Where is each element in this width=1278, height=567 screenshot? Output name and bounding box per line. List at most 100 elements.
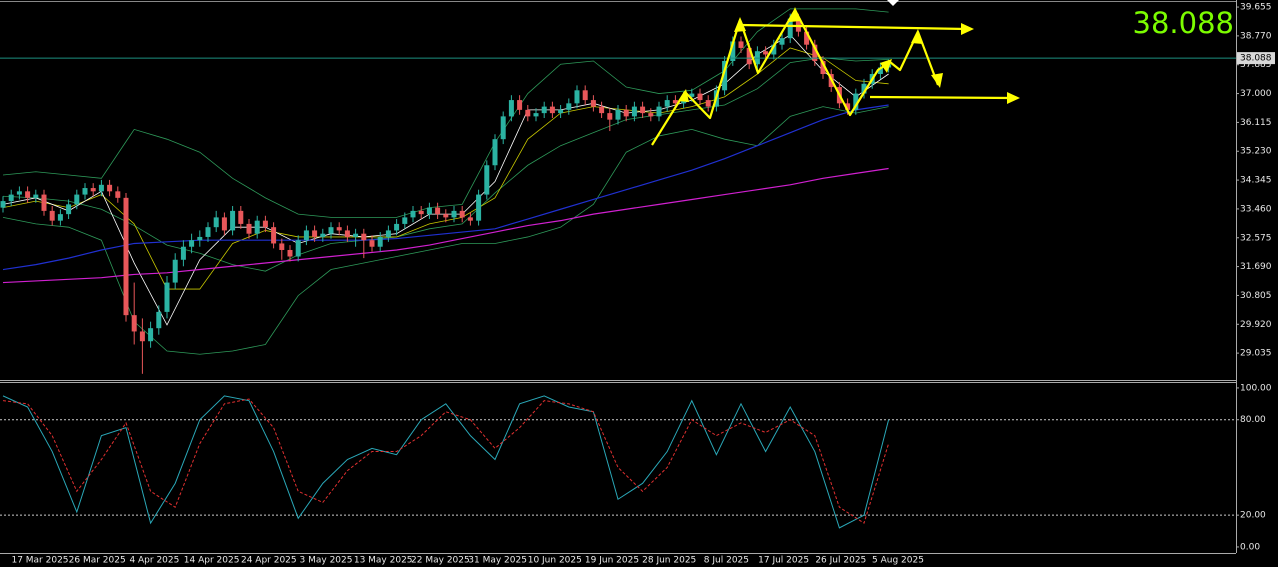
y-tick-label: 80.00: [1240, 415, 1266, 425]
y-tick-label: 36.115: [1240, 118, 1272, 128]
axes: 39.655 38.770 37.885 37.000 36.115 35.230 34.3…: [11, 3, 1275, 566]
candle-body: [148, 328, 154, 342]
x-tick-label: 17 Jul 2025: [758, 556, 809, 566]
candle-body: [156, 311, 162, 329]
candle-body: [131, 315, 137, 332]
candle-body: [8, 194, 14, 202]
x-tick-label: 22 May 2025: [411, 556, 470, 566]
candle-body: [599, 106, 605, 114]
candle-body: [189, 240, 195, 247]
candle-body: [426, 207, 432, 215]
candle-body: [787, 18, 793, 39]
candle-body: [467, 217, 473, 221]
x-tick-label: 28 Jun 2025: [642, 556, 696, 566]
x-tick-label: 4 Apr 2025: [129, 556, 179, 566]
indicator-line: [2, 104, 889, 271]
candle-body: [115, 191, 121, 198]
current-price-display: 38.088: [1133, 6, 1234, 40]
candle-body: [492, 139, 498, 166]
candle-body: [853, 93, 859, 110]
x-tick-label: 13 May 2025: [354, 556, 413, 566]
candle-body: [476, 194, 482, 221]
y-tick-label: 30.805: [1240, 291, 1272, 301]
candle-body: [90, 188, 96, 192]
candle-body: [435, 207, 441, 215]
candle-body: [590, 100, 596, 107]
candle-body: [508, 100, 514, 117]
arrowhead: [789, 7, 801, 22]
candle-body: [607, 113, 613, 120]
candle-body: [287, 249, 293, 257]
x-tick-label: 10 Jun 2025: [528, 556, 582, 566]
candle-body: [402, 217, 408, 224]
candle-body: [623, 109, 629, 117]
y-tick-label: 37.000: [1240, 89, 1272, 99]
y-tick-label: 29.920: [1240, 320, 1272, 330]
candle-body: [648, 113, 654, 117]
y-tick-label: 37.885: [1240, 60, 1272, 70]
candle-body: [418, 210, 424, 215]
candle-body: [574, 90, 580, 104]
candle-body: [394, 223, 400, 231]
candle-body: [746, 47, 752, 65]
candle-body: [738, 41, 744, 48]
candle-body: [197, 236, 203, 241]
candle-body: [779, 38, 785, 45]
arrowhead: [911, 29, 923, 44]
candle-body: [66, 204, 72, 215]
candle-body: [213, 217, 219, 228]
candle-body: [254, 220, 260, 234]
candle-body: [16, 191, 22, 195]
candle-body: [541, 106, 547, 114]
candle-body: [459, 210, 465, 218]
candle-body: [500, 116, 506, 140]
candle-body: [517, 100, 523, 110]
candle-body: [861, 83, 867, 94]
indicator-line: [2, 167, 889, 284]
candle-body: [328, 227, 334, 234]
candle-body: [205, 227, 211, 237]
candle-body: [656, 106, 662, 117]
candle-body: [410, 210, 416, 218]
candle-body: [295, 240, 301, 257]
x-tick-label: 8 Jul 2025: [704, 556, 749, 566]
candle-body: [123, 197, 129, 316]
candle-body: [49, 210, 55, 221]
candle-body: [303, 230, 309, 241]
candle-body: [172, 259, 178, 283]
candle-body: [820, 60, 826, 75]
candle-body: [549, 106, 555, 114]
candle-body: [82, 188, 88, 195]
oscillator-line: [2, 398, 890, 524]
candle-body: [180, 246, 186, 260]
x-tick-label: 5 Aug 2025: [872, 556, 924, 566]
arrowhead: [1007, 92, 1020, 104]
candle-body: [484, 165, 490, 195]
arrowhead: [880, 59, 892, 73]
candle-body: [361, 233, 367, 241]
candle-body: [74, 194, 80, 205]
oscillator-line: [2, 395, 890, 529]
period-marker: [887, 0, 899, 6]
candle-body: [722, 60, 728, 91]
candle-body: [279, 243, 285, 250]
candle-body: [262, 220, 268, 228]
arrowhead: [961, 23, 974, 35]
candle-body: [443, 214, 449, 218]
candle-body: [804, 31, 810, 45]
candle-body: [771, 44, 777, 55]
price-tag: [1237, 52, 1275, 65]
x-tick-label: 31 May 2025: [468, 556, 527, 566]
candle-body: [139, 331, 145, 342]
candle-body: [33, 194, 39, 198]
candle-body: [558, 109, 564, 114]
candle-body: [697, 93, 703, 101]
y-tick-label: 32.575: [1240, 233, 1272, 243]
arrowhead: [678, 89, 689, 102]
candle-body: [369, 240, 375, 247]
candle-body: [664, 100, 670, 107]
x-tick-label: 19 Jun 2025: [585, 556, 639, 566]
stochastic-panel: [0, 395, 1236, 529]
